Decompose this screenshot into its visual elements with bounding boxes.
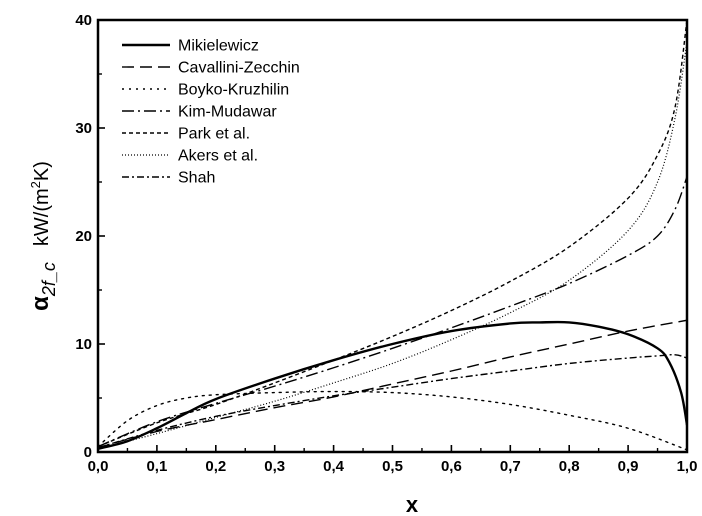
series-line-0	[98, 320, 687, 450]
legend-label: Park et al.	[178, 126, 250, 143]
y-label-unit-sup: 2	[28, 181, 43, 188]
y-tick-label: 10	[75, 336, 92, 353]
y-axis-label: α2f_c kW/(m2K)	[27, 161, 59, 311]
y-tick-label: 20	[75, 228, 92, 245]
ticks-layer: 0,0 0,1 0,2 0,3 0,4 0,5 0,6 0,7 0,8 0,9 1,0 0 10 20 30…	[75, 12, 697, 475]
y-tick-label: 40	[75, 12, 92, 29]
y-label-unit-prefix: kW/(m	[31, 188, 53, 246]
x-tick-label: 0,1	[146, 458, 167, 475]
y-tick-label: 30	[75, 120, 92, 137]
legend-label: Cavallini-Zecchin	[178, 60, 300, 77]
y-label-unit-suffix: K)	[31, 161, 53, 181]
series-line-6	[98, 354, 687, 449]
x-tick-label: 0,3	[264, 458, 285, 475]
legend-label: Boyko-Kruzhilin	[178, 82, 289, 99]
x-tick-label: 0,2	[205, 458, 226, 475]
legend-label: Shah	[178, 170, 215, 187]
x-tick-label: 0,8	[559, 458, 580, 475]
legend: Mikielewicz Cavallini-Zecchin Boyko-Kruzhi…	[122, 38, 300, 187]
legend-label: Akers et al.	[178, 148, 258, 165]
y-label-subscript: 2f_c	[39, 262, 59, 297]
legend-label: Kim-Mudawar	[178, 104, 277, 121]
y-label-symbol: α	[27, 296, 54, 311]
series-line-1	[98, 319, 687, 449]
x-tick-label: 0,4	[323, 458, 345, 475]
x-tick-label: 0,0	[88, 458, 109, 475]
svg-text:α2f_ckW/(m2K): α2f_c kW/(m2K)	[27, 161, 59, 311]
x-tick-label: 1,0	[677, 458, 698, 475]
legend-label: Mikielewicz	[178, 38, 259, 55]
x-axis-label: x	[406, 492, 419, 516]
x-tick-label: 0,5	[382, 458, 403, 475]
x-tick-label: 0,7	[500, 458, 521, 475]
series-layer	[98, 20, 687, 451]
x-tick-label: 0,9	[618, 458, 639, 475]
series-line-4	[98, 20, 687, 448]
x-tick-label: 0,6	[441, 458, 462, 475]
y-tick-label: 0	[84, 444, 92, 461]
series-line-3	[98, 176, 687, 448]
series-line-2	[98, 390, 687, 451]
